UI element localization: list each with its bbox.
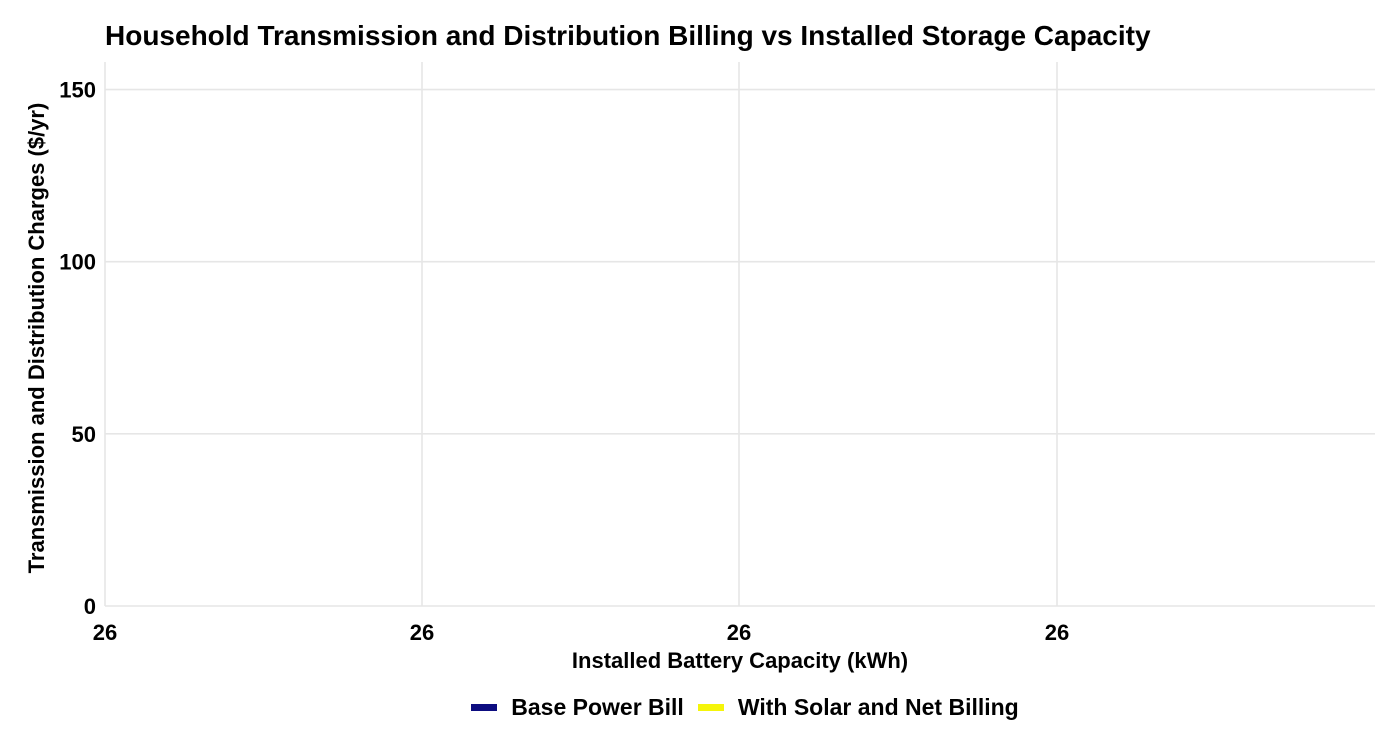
y-axis-title: Transmission and Distribution Charges ($… xyxy=(24,103,49,574)
x-tick-label: 26 xyxy=(727,620,751,645)
legend: Base Power Bill With Solar and Net Billi… xyxy=(0,694,1400,721)
y-tick-label: 50 xyxy=(72,422,96,447)
y-tick-label: 150 xyxy=(59,78,96,103)
legend-key-solar-net-billing xyxy=(697,704,724,711)
x-tick-label: 26 xyxy=(410,620,434,645)
legend-label-base-power-bill: Base Power Bill xyxy=(511,694,684,720)
x-axis-title: Installed Battery Capacity (kWh) xyxy=(572,648,908,673)
chart-title: Household Transmission and Distribution … xyxy=(105,20,1151,51)
x-tick-label: 26 xyxy=(1045,620,1069,645)
legend-key-base-power-bill xyxy=(471,704,498,711)
x-axis-ticks: 26 26 26 26 xyxy=(93,620,1069,645)
legend-label-solar-net-billing: With Solar and Net Billing xyxy=(737,694,1019,720)
legend-item-solar-net-billing: With Solar and Net Billing xyxy=(697,694,1019,721)
y-tick-label: 0 xyxy=(84,594,96,619)
x-tick-label: 26 xyxy=(93,620,117,645)
legend-item-base-power-bill: Base Power Bill xyxy=(471,694,684,721)
y-axis-ticks: 0 50 100 150 xyxy=(59,78,96,619)
y-tick-label: 100 xyxy=(59,250,96,275)
gridlines xyxy=(104,62,1375,607)
